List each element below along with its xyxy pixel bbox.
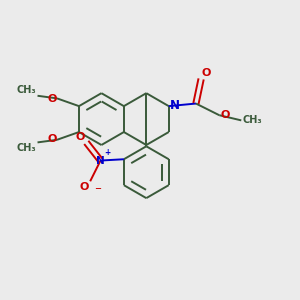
Text: N: N bbox=[169, 99, 180, 112]
Text: O: O bbox=[47, 134, 57, 144]
Text: CH₃: CH₃ bbox=[16, 143, 36, 153]
Text: O: O bbox=[47, 94, 57, 104]
Text: O: O bbox=[75, 131, 85, 142]
Text: CH₃: CH₃ bbox=[16, 85, 36, 95]
Text: O: O bbox=[80, 182, 89, 192]
Text: N: N bbox=[96, 155, 105, 166]
Text: O: O bbox=[220, 110, 230, 120]
Text: CH₃: CH₃ bbox=[242, 116, 262, 125]
Text: −: − bbox=[94, 184, 101, 193]
Text: +: + bbox=[104, 148, 111, 157]
Text: O: O bbox=[202, 68, 211, 78]
